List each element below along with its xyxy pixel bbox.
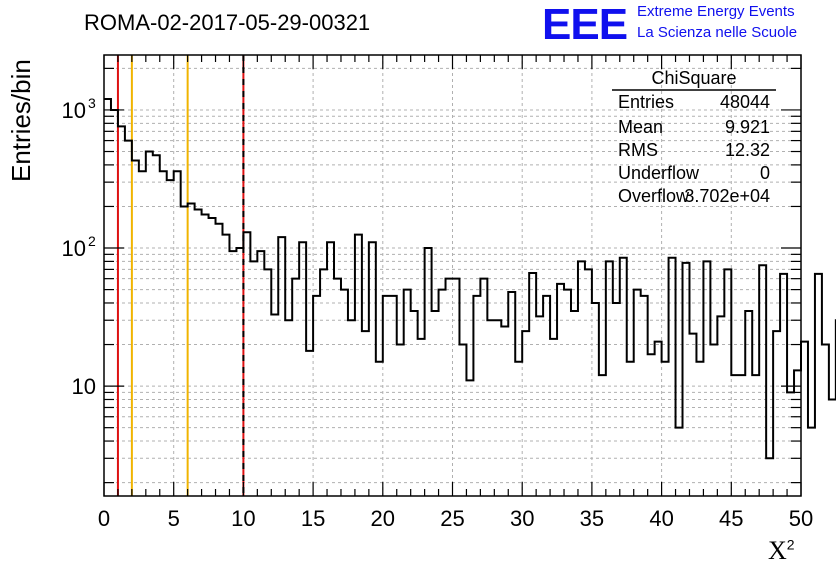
x-tick-label: 45: [719, 506, 743, 531]
stats-value: 12.32: [724, 140, 770, 160]
stats-value: 0: [759, 163, 770, 183]
stats-title: ChiSquare: [651, 68, 737, 88]
logo-line-1: Extreme Energy Events: [637, 3, 795, 20]
x-tick-label: 30: [510, 506, 534, 531]
x-tick-label: 15: [301, 506, 325, 531]
y-tick-label: 10: [62, 98, 86, 123]
stats-value: 9.921: [724, 117, 770, 137]
axis-ticks: [103, 55, 802, 496]
eee-logo: EEE: [542, 0, 628, 49]
stats-key: Mean: [618, 117, 664, 137]
stats-value: 48044: [719, 92, 770, 112]
x-tick-label: 35: [580, 506, 604, 531]
y-tick-exponent: 3: [88, 95, 96, 111]
y-tick-exponent: 2: [88, 233, 96, 249]
x-tick-label: 5: [168, 506, 180, 531]
y-tick-label: 10: [72, 374, 96, 399]
x-tick-label: 50: [789, 506, 813, 531]
plot-title: ROMA-02-2017-05-29-00321: [84, 10, 371, 35]
x-tick-label: 20: [371, 506, 395, 531]
y-axis-label: Entries/bin: [6, 59, 36, 182]
stats-value: 3.702e+04: [684, 186, 770, 206]
stats-key: Entries: [618, 92, 675, 112]
histogram-outline: [104, 98, 836, 460]
grid-lines: [104, 55, 801, 496]
x-tick-label: 10: [231, 506, 255, 531]
x-tick-label: 40: [649, 506, 673, 531]
x-axis-label: X2: [768, 536, 795, 565]
stats-key: Overflow: [618, 186, 690, 206]
vertical-markers: [116, 55, 245, 496]
stats-key: RMS: [618, 140, 658, 160]
stats-key: Underflow: [618, 163, 700, 183]
logo-line-2: La Scienza nelle Scuole: [637, 24, 798, 41]
x-tick-label: 0: [98, 506, 110, 531]
y-tick-label: 10: [62, 236, 86, 261]
x-tick-label: 25: [440, 506, 464, 531]
